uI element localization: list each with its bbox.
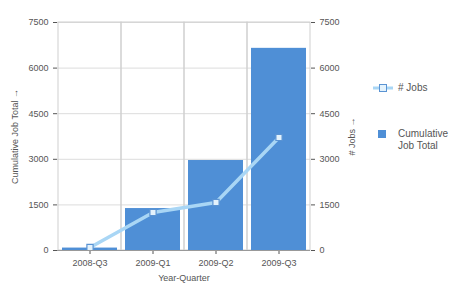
svg-text:1500: 1500: [320, 200, 340, 210]
svg-text:6000: 6000: [320, 63, 340, 73]
svg-text:Year-Quarter: Year-Quarter: [158, 273, 210, 283]
svg-text:7500: 7500: [28, 17, 48, 27]
svg-text:4500: 4500: [320, 109, 340, 119]
svg-text:2009-Q1: 2009-Q1: [135, 258, 170, 268]
html-text:Cumulative Job Total: Cumulative Job Total: [398, 128, 448, 151]
svg-text:0: 0: [43, 245, 48, 255]
svg-text:1500: 1500: [28, 200, 48, 210]
svg-text:2009-Q2: 2009-Q2: [198, 258, 233, 268]
svg-text:4500: 4500: [28, 109, 48, 119]
svg-text:2008-Q3: 2008-Q3: [72, 258, 107, 268]
svg-text:6000: 6000: [28, 63, 48, 73]
svg-text:Cumulative Job Total →: Cumulative Job Total →: [10, 89, 20, 184]
svg-text:3000: 3000: [320, 154, 340, 164]
svg-text:7500: 7500: [320, 17, 340, 27]
svg-text:0: 0: [320, 245, 325, 255]
svg-text:2009-Q3: 2009-Q3: [261, 258, 296, 268]
html-text:# Jobs: # Jobs: [398, 82, 428, 93]
svg-text:# Jobs →: # Jobs →: [347, 117, 357, 155]
svg-text:3000: 3000: [28, 154, 48, 164]
